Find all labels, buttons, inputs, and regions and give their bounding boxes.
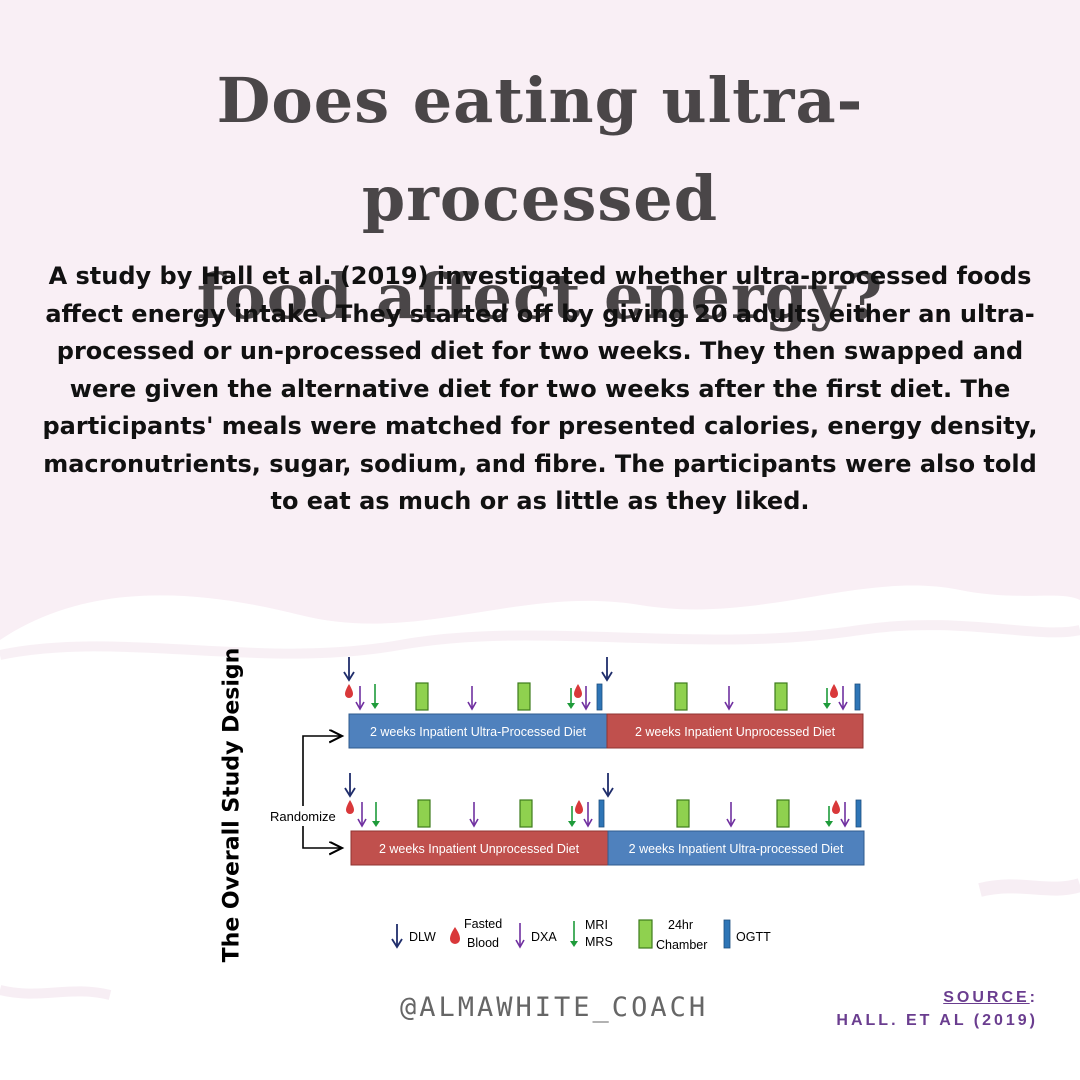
arm2-blood-drop-2 <box>575 800 583 814</box>
source-heading: SOURCE: <box>836 986 1038 1009</box>
legend-dlw-label: DLW <box>409 930 436 944</box>
arm2-chamber-2 <box>519 799 533 828</box>
study-description: A study by Hall et al. (2019) investigat… <box>42 262 1038 515</box>
arm1-mri-arrow-2 <box>567 688 575 709</box>
arm1-phase1-label: 2 weeks Inpatient Ultra-Processed Diet <box>370 725 587 739</box>
arm2-ogtt-2 <box>855 799 862 828</box>
header-background <box>0 0 1080 640</box>
arm2-dxa-arrow-4 <box>726 802 736 828</box>
arm2-dxa-arrow-3 <box>583 802 593 828</box>
randomize-connector <box>302 736 342 815</box>
arm1-mri-arrow-1 <box>371 684 379 709</box>
legend-ogtt-label: OGTT <box>736 930 771 944</box>
arm1-dxa-arrow-4 <box>724 686 734 711</box>
arm1-chamber-2 <box>517 682 531 711</box>
legend-blood-icon <box>450 927 460 944</box>
page-title: Does eating ultra-processed food affect … <box>40 52 1040 346</box>
arm1-phase2-bar <box>606 713 864 749</box>
arm2-phase2-label: 2 weeks Inpatient Ultra-processed Diet <box>629 842 844 856</box>
legend-chamber-icon <box>638 919 653 949</box>
source-value: HALL. ET AL (2019) <box>836 1012 1038 1029</box>
arm2-dxa-arrow-2 <box>469 802 479 828</box>
arm2-blood-drop <box>346 800 354 814</box>
arm2-ogtt-1 <box>598 799 605 828</box>
source-citation: SOURCE: HALL. ET AL (2019) <box>836 986 1038 1032</box>
arm2-blood-drop-3 <box>832 800 840 814</box>
arm1-ogtt-1 <box>596 683 603 711</box>
arm1-chamber-1 <box>415 682 429 711</box>
title-line-2: food affect energy? <box>196 260 884 333</box>
arm2-mri-arrow-1 <box>372 802 380 827</box>
legend: DLW Fasted Blood DXA MRI MRS 24hr Chambe… <box>391 917 771 952</box>
arm1-phase2-label: 2 weeks Inpatient Unprocessed Diet <box>635 725 836 739</box>
arm1-dxa-arrow-1 <box>355 686 365 711</box>
arm1-dxa-arrow-2 <box>467 686 477 711</box>
arm2-mri-arrow-3 <box>825 806 833 827</box>
arm1-dlw-arrow-2 <box>601 657 613 682</box>
legend-ogtt-icon <box>723 919 731 949</box>
arm2-dlw-arrow-2 <box>602 773 614 798</box>
legend-chamber-label-2: Chamber <box>656 938 707 952</box>
arm2-chamber-4 <box>776 799 790 828</box>
arm2-dxa-arrow-1 <box>357 802 367 828</box>
legend-fasted-label: Fasted <box>464 917 502 931</box>
arm1-dlw-arrow-1 <box>343 657 355 682</box>
legend-chamber-label-1: 24hr <box>668 918 693 932</box>
instagram-handle: @ALMAWHITE_COACH <box>400 992 709 1023</box>
randomize-label: Randomize <box>270 809 336 824</box>
title-line-1: Does eating ultra-processed <box>216 64 864 235</box>
arm1-chamber-3 <box>674 682 688 711</box>
arm2-mri-arrow-2 <box>568 806 576 827</box>
arm2-dxa-arrow-5 <box>840 802 850 828</box>
legend-dlw-icon <box>391 924 403 949</box>
legend-dxa-icon <box>515 923 525 949</box>
arm1-chamber-4 <box>774 682 788 711</box>
legend-dxa-label: DXA <box>531 930 557 944</box>
legend-blood-label: Blood <box>467 936 499 950</box>
legend-mri-label: MRI <box>585 918 608 932</box>
legend-mrs-label: MRS <box>585 935 613 949</box>
arm1-mri-arrow-3 <box>823 688 831 709</box>
arm1-phase1-bar <box>348 713 608 749</box>
arm2-chamber-3 <box>676 799 690 828</box>
arm1-dxa-arrow-3 <box>581 686 591 711</box>
arm1-ogtt-2 <box>854 683 861 711</box>
source-label[interactable]: SOURCE <box>943 989 1030 1006</box>
source-colon: : <box>1029 989 1038 1006</box>
arm2-phase1-label: 2 weeks Inpatient Unprocessed Diet <box>379 842 580 856</box>
arm1-dxa-arrow-5 <box>838 686 848 711</box>
arm2-phase2-bar <box>607 830 865 866</box>
arm1-blood-drop <box>345 684 353 698</box>
arm2-chamber-1 <box>417 799 431 828</box>
arm2-dlw-arrow-1 <box>344 773 356 798</box>
legend-mri-icon <box>570 921 578 947</box>
arm1-blood-drop-2 <box>574 684 582 698</box>
arm2-phase1-bar <box>350 830 609 866</box>
arm1-blood-drop-3 <box>830 684 838 698</box>
